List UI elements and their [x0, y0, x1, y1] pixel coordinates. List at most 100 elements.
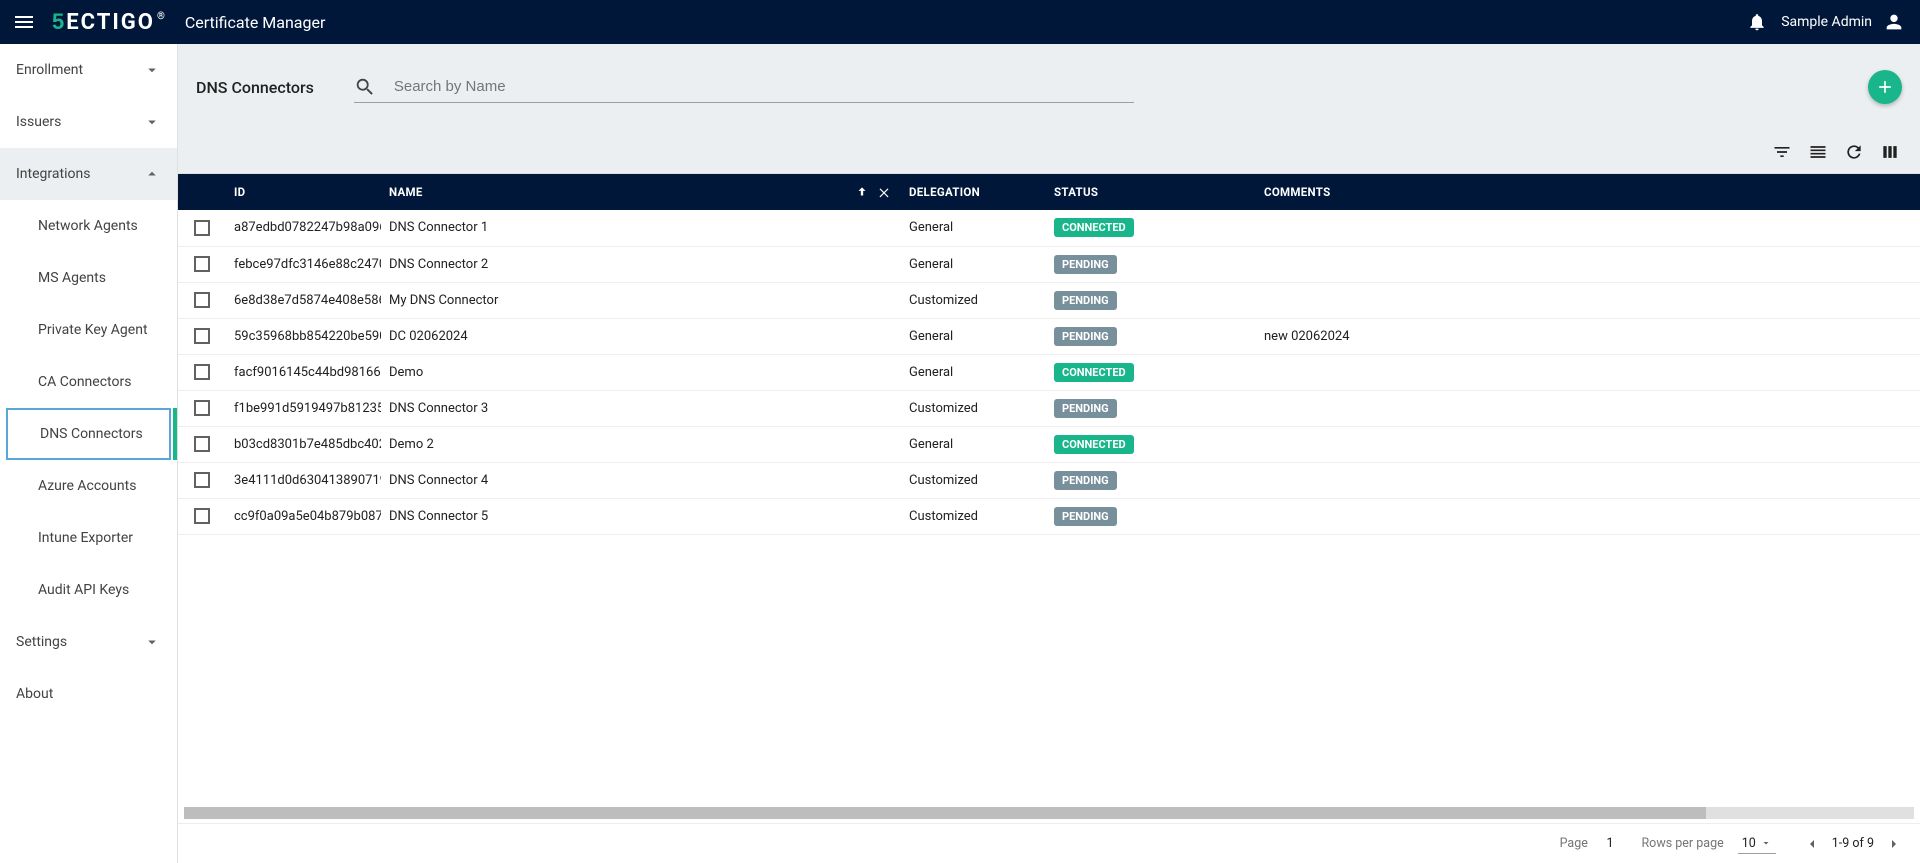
cell-id: febce97dfc3146e88c2470 — [226, 246, 381, 282]
col-delegation[interactable]: DELEGATION — [901, 174, 1046, 210]
page-number: 1 — [1606, 836, 1613, 851]
density-icon[interactable] — [1802, 136, 1834, 168]
topbar: 5ECTIGO® Certificate Manager Sample Admi… — [0, 0, 1920, 44]
cell-comments — [1256, 462, 1920, 498]
row-checkbox[interactable] — [194, 364, 210, 380]
clear-sort-icon[interactable] — [877, 185, 891, 199]
cell-id: b03cd8301b7e485dbc402 — [226, 426, 381, 462]
status-badge: CONNECTED — [1054, 435, 1134, 454]
sort-asc-icon[interactable] — [855, 185, 869, 199]
sidebar-item-private-key-agent[interactable]: Private Key Agent — [0, 304, 177, 356]
table-row[interactable]: 59c35968bb854220be590DC 02062024GeneralP… — [178, 318, 1920, 354]
sidebar-item-network-agents[interactable]: Network Agents — [0, 200, 177, 252]
cell-status: PENDING — [1046, 282, 1256, 318]
page-title: DNS Connectors — [196, 78, 314, 97]
sidebar-group-issuers[interactable]: Issuers — [0, 96, 177, 148]
status-badge: PENDING — [1054, 255, 1117, 274]
cell-status: CONNECTED — [1046, 210, 1256, 246]
page-range: 1-9 of 9 — [1832, 836, 1874, 851]
status-badge: PENDING — [1054, 327, 1117, 346]
columns-icon[interactable] — [1874, 136, 1906, 168]
sidebar-item-dns-connectors[interactable]: DNS Connectors — [6, 408, 171, 460]
status-badge: PENDING — [1054, 291, 1117, 310]
col-id[interactable]: ID — [226, 174, 381, 210]
filter-icon[interactable] — [1766, 136, 1798, 168]
cell-id: 59c35968bb854220be590 — [226, 318, 381, 354]
horizontal-scrollbar[interactable] — [184, 807, 1914, 819]
app-title: Certificate Manager — [185, 13, 326, 32]
logo: 5ECTIGO® — [52, 9, 165, 35]
cell-name: DNS Connector 5 — [381, 498, 901, 534]
col-name[interactable]: NAME — [381, 174, 901, 210]
cell-delegation: General — [901, 210, 1046, 246]
cell-name: My DNS Connector — [381, 282, 901, 318]
table-row[interactable]: b03cd8301b7e485dbc402Demo 2GeneralCONNEC… — [178, 426, 1920, 462]
sidebar-group-label: About — [16, 686, 53, 702]
toolbar-primary: DNS Connectors — [178, 44, 1920, 130]
cell-comments — [1256, 246, 1920, 282]
cell-comments — [1256, 282, 1920, 318]
cell-delegation: Customized — [901, 282, 1046, 318]
row-checkbox[interactable] — [194, 436, 210, 452]
row-checkbox[interactable] — [194, 400, 210, 416]
table-row[interactable]: febce97dfc3146e88c2470DNS Connector 2Gen… — [178, 246, 1920, 282]
pagination-footer: Page 1 Rows per page 10 1-9 of 9 — [178, 823, 1920, 863]
notifications-icon[interactable] — [1743, 8, 1771, 36]
sidebar-item-audit-api-keys[interactable]: Audit API Keys — [0, 564, 177, 616]
table-row[interactable]: facf9016145c44bd981662DemoGeneralCONNECT… — [178, 354, 1920, 390]
sidebar-group-enrollment[interactable]: Enrollment — [0, 44, 177, 96]
row-checkbox[interactable] — [194, 472, 210, 488]
table-row[interactable]: f1be991d5919497b81235:DNS Connector 3Cus… — [178, 390, 1920, 426]
cell-id: cc9f0a09a5e04b879b087( — [226, 498, 381, 534]
sidebar-group-about[interactable]: About — [0, 668, 177, 720]
status-badge: PENDING — [1054, 471, 1117, 490]
cell-delegation: General — [901, 354, 1046, 390]
sidebar-group-label: Enrollment — [16, 62, 83, 78]
row-checkbox[interactable] — [194, 256, 210, 272]
status-badge: PENDING — [1054, 507, 1117, 526]
cell-name: DNS Connector 1 — [381, 210, 901, 246]
rpp-label: Rows per page — [1641, 836, 1723, 851]
dropdown-icon — [1760, 837, 1772, 849]
add-button[interactable] — [1868, 70, 1902, 104]
sidebar-item-ca-connectors[interactable]: CA Connectors — [0, 356, 177, 408]
sidebar-group-integrations[interactable]: Integrations — [0, 148, 177, 200]
rows-per-page: Rows per page 10 — [1641, 834, 1775, 854]
row-checkbox[interactable] — [194, 220, 210, 236]
col-name-label: NAME — [389, 185, 423, 199]
user-icon[interactable] — [1880, 8, 1908, 36]
logo-mark: 5 — [52, 9, 66, 35]
prev-page-icon[interactable] — [1804, 836, 1820, 852]
table-row[interactable]: cc9f0a09a5e04b879b087(DNS Connector 5Cus… — [178, 498, 1920, 534]
cell-name: DNS Connector 4 — [381, 462, 901, 498]
next-page-icon[interactable] — [1886, 836, 1902, 852]
refresh-icon[interactable] — [1838, 136, 1870, 168]
sidebar-item-ms-agents[interactable]: MS Agents — [0, 252, 177, 304]
row-checkbox[interactable] — [194, 508, 210, 524]
col-status[interactable]: STATUS — [1046, 174, 1256, 210]
search-input[interactable] — [394, 78, 1134, 95]
table-row[interactable]: 6e8d38e7d5874e408e586My DNS ConnectorCus… — [178, 282, 1920, 318]
cell-comments — [1256, 210, 1920, 246]
cell-name: DNS Connector 3 — [381, 390, 901, 426]
search-wrap — [354, 71, 1134, 103]
col-comments[interactable]: COMMENTS — [1256, 174, 1920, 210]
cell-comments: new 02062024 — [1256, 318, 1920, 354]
cell-status: PENDING — [1046, 498, 1256, 534]
cell-status: PENDING — [1046, 462, 1256, 498]
row-checkbox[interactable] — [194, 328, 210, 344]
sidebar-item-azure-accounts[interactable]: Azure Accounts — [0, 460, 177, 512]
table-row[interactable]: 3e4111d0d630413890719DNS Connector 4Cust… — [178, 462, 1920, 498]
status-badge: PENDING — [1054, 399, 1117, 418]
sidebar-group-settings[interactable]: Settings — [0, 616, 177, 668]
cell-status: CONNECTED — [1046, 354, 1256, 390]
cell-name: DC 02062024 — [381, 318, 901, 354]
table-row[interactable]: a87edbd0782247b98a096DNS Connector 1Gene… — [178, 210, 1920, 246]
page-label-wrap: Page 1 — [1560, 836, 1614, 851]
cell-delegation: Customized — [901, 462, 1046, 498]
cell-id: facf9016145c44bd981662 — [226, 354, 381, 390]
sidebar-item-intune-exporter[interactable]: Intune Exporter — [0, 512, 177, 564]
hamburger-icon[interactable] — [12, 10, 36, 34]
rpp-select[interactable]: 10 — [1738, 834, 1776, 854]
row-checkbox[interactable] — [194, 292, 210, 308]
